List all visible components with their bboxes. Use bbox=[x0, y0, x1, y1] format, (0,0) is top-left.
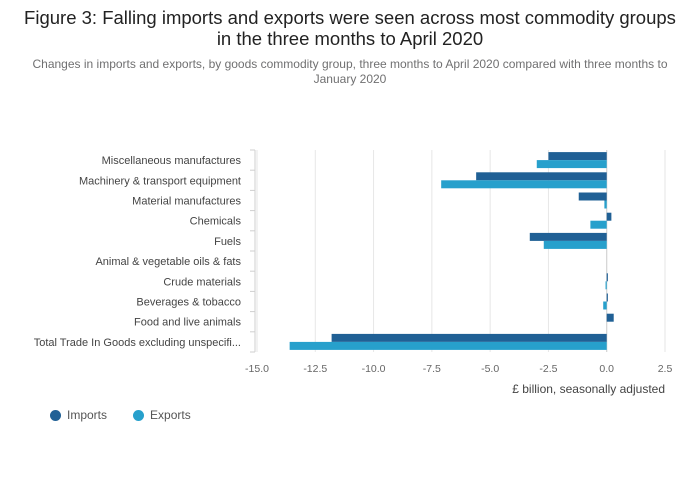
x-tick-label-6: 0.0 bbox=[599, 363, 614, 375]
bar-imports-2 bbox=[578, 192, 607, 201]
category-label-1: Machinery & transport equipment bbox=[79, 175, 241, 187]
x-tick-label-4: -5.0 bbox=[481, 363, 499, 375]
category-label-9: Total Trade In Goods excluding unspecifi… bbox=[34, 337, 241, 349]
legend-item-exports[interactable]: Exports bbox=[133, 408, 191, 422]
legend-marker-exports bbox=[133, 409, 145, 421]
bar-imports-8 bbox=[606, 313, 614, 322]
bar-exports-4 bbox=[543, 240, 607, 249]
chart-title: Figure 3: Falling imports and exports we… bbox=[24, 7, 676, 49]
bar-imports-3 bbox=[606, 212, 612, 221]
x-tick-label-5: -2.5 bbox=[539, 363, 557, 375]
category-label-5: Animal & vegetable oils & fats bbox=[95, 256, 241, 268]
legend: Imports Exports bbox=[50, 408, 191, 422]
legend-label-imports: Imports bbox=[67, 408, 108, 422]
bar-imports-6 bbox=[606, 273, 608, 282]
category-label-0: Miscellaneous manufactures bbox=[102, 155, 242, 167]
bar-exports-6 bbox=[605, 281, 607, 290]
category-label-4: Fuels bbox=[214, 236, 241, 248]
bar-exports-7 bbox=[603, 301, 607, 310]
x-tick-label-7: 2.5 bbox=[658, 363, 673, 375]
category-label-8: Food and live animals bbox=[134, 317, 242, 329]
x-tick-label-2: -10.0 bbox=[362, 363, 386, 375]
x-tick-label-1: -12.5 bbox=[303, 363, 327, 375]
x-tick-label-0: -15.0 bbox=[245, 363, 269, 375]
category-label-7: Beverages & tobacco bbox=[136, 297, 241, 309]
x-axis-title: £ billion, seasonally adjusted bbox=[512, 382, 665, 396]
category-label-3: Chemicals bbox=[190, 216, 242, 228]
bar-exports-9 bbox=[289, 341, 607, 350]
bar-imports-7 bbox=[606, 293, 608, 302]
legend-marker-imports bbox=[50, 409, 61, 421]
bar-imports-0 bbox=[548, 152, 607, 161]
legend-item-imports[interactable]: Imports bbox=[50, 408, 107, 422]
bar-exports-1 bbox=[441, 180, 607, 189]
category-label-6: Crude materials bbox=[163, 276, 241, 288]
bar-imports-9 bbox=[331, 333, 607, 342]
bar-exports-0 bbox=[536, 160, 607, 169]
category-label-2: Material manufactures bbox=[132, 196, 241, 208]
bar-imports-1 bbox=[476, 172, 607, 181]
bar-imports-4 bbox=[529, 232, 607, 241]
bar-chart: Miscellaneous manufactures Machinery & tr… bbox=[34, 149, 673, 396]
bar-exports-2 bbox=[604, 200, 607, 209]
x-tick-label-3: -7.5 bbox=[423, 363, 441, 375]
bar-exports-3 bbox=[590, 220, 607, 229]
legend-label-exports: Exports bbox=[150, 408, 191, 422]
chart-subtitle: Changes in imports and exports, by goods… bbox=[32, 57, 668, 86]
